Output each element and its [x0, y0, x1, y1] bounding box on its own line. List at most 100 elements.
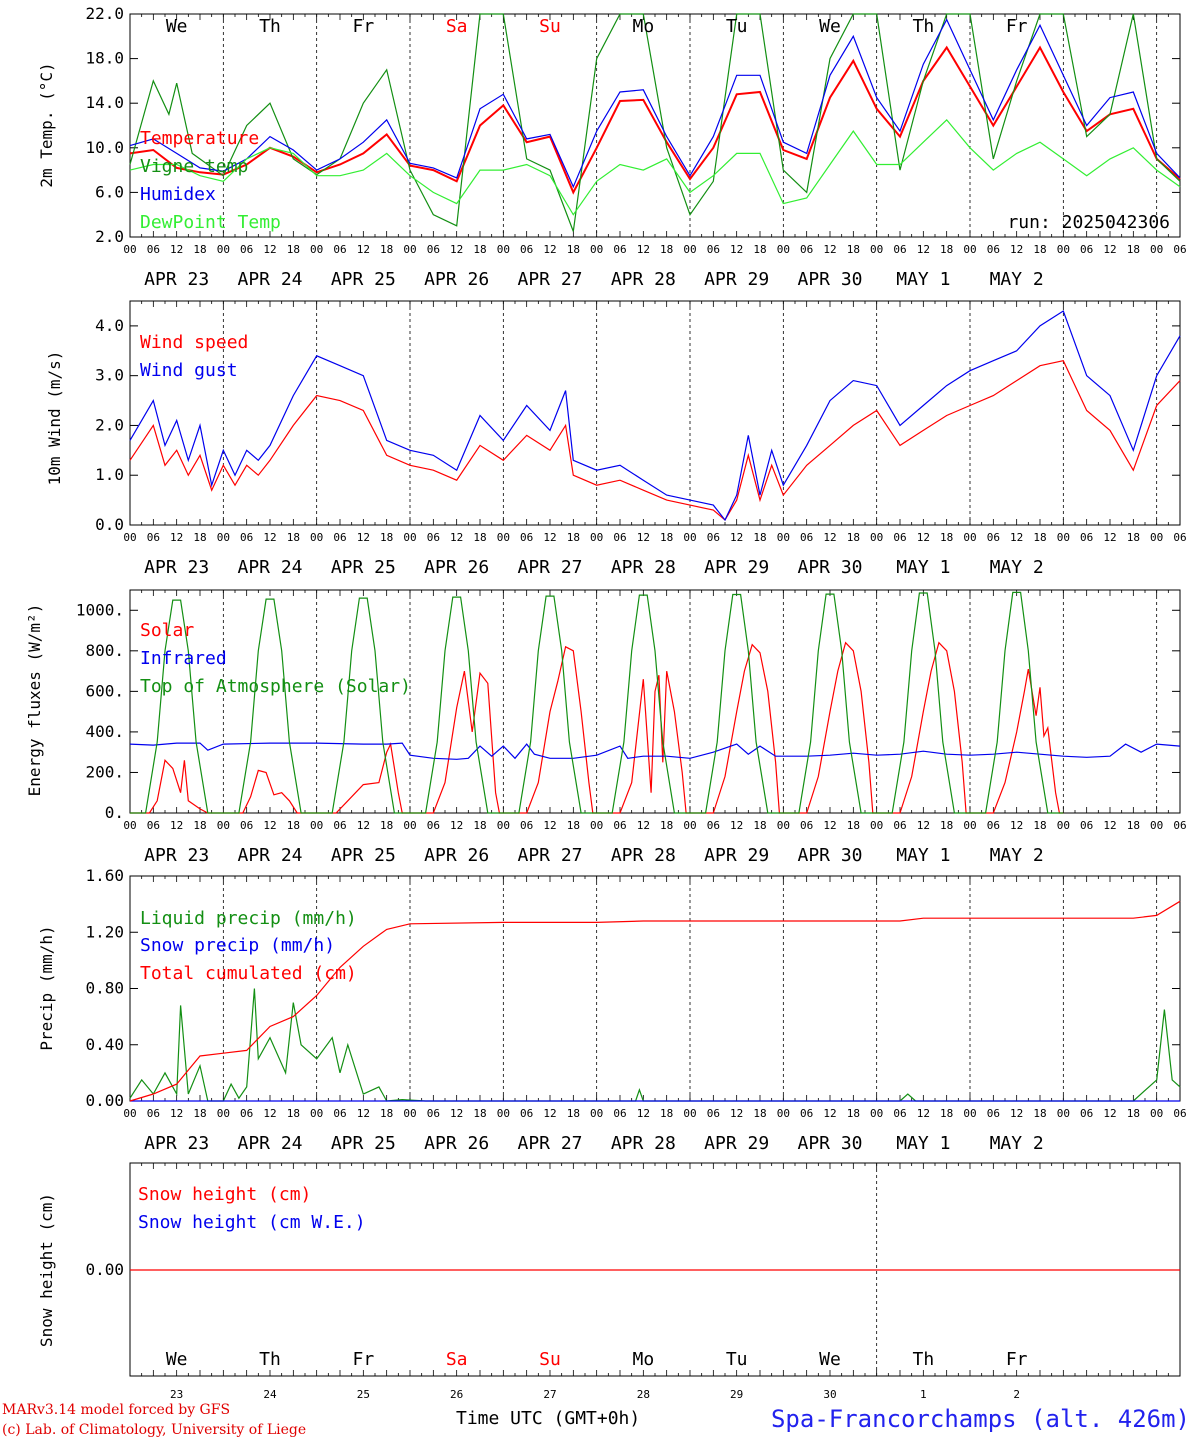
hour-tick-label: 12: [263, 1107, 276, 1120]
hour-tick-label: 00: [870, 531, 883, 544]
hour-tick-label: 06: [427, 1107, 440, 1120]
hour-tick-label: 12: [637, 531, 650, 544]
hour-tick-label: 12: [730, 819, 743, 832]
weekday-label: Su: [539, 16, 561, 37]
hour-tick-label: 18: [940, 243, 953, 256]
date-label: APR 25: [331, 269, 396, 290]
date-label: MAY 1: [896, 845, 950, 866]
hour-tick-label: 18: [193, 531, 206, 544]
footer-lab-line: (c) Lab. of Climatology, University of L…: [2, 1422, 306, 1438]
hour-tick-label: 18: [380, 243, 393, 256]
hour-tick-label: 06: [1080, 243, 1093, 256]
legend-toa-solar: Top of Atmosphere (Solar): [140, 676, 411, 697]
snow-weekday-label: Mo: [632, 1349, 654, 1370]
date-label: APR 23: [144, 1133, 209, 1154]
date-label: APR 26: [424, 1133, 489, 1154]
hour-tick-label: 00: [497, 531, 510, 544]
hour-tick-label: 00: [310, 531, 323, 544]
station-name: Spa-Francorchamps (alt. 426m): [771, 1405, 1190, 1433]
hour-tick-label: 06: [147, 243, 160, 256]
hour-tick-label: 06: [520, 1107, 533, 1120]
hour-tick-label: 12: [730, 1107, 743, 1120]
hour-tick-label: 06: [240, 819, 253, 832]
footer-time-label: Time UTC (GMT+0h): [456, 1408, 640, 1429]
hour-tick-label: 12: [450, 1107, 463, 1120]
hour-tick-label: 00: [683, 243, 696, 256]
y-tick-label: 1.60: [85, 866, 124, 885]
series-line: [129, 742, 1181, 760]
hour-tick-label: 18: [473, 243, 486, 256]
hour-tick-label: 18: [1033, 243, 1046, 256]
hour-tick-label: 12: [543, 243, 556, 256]
hour-tick-label: 12: [917, 1107, 930, 1120]
y-tick-label: 22.0: [85, 4, 124, 23]
hour-tick-label: 18: [660, 243, 673, 256]
date-label: APR 25: [331, 557, 396, 578]
date-label: APR 29: [704, 269, 769, 290]
hour-tick-label: 18: [287, 243, 300, 256]
hour-tick-label: 06: [1173, 1107, 1186, 1120]
y-tick-label: 2.0: [95, 415, 124, 434]
hour-tick-label: 00: [590, 1107, 603, 1120]
weekday-label: Tu: [726, 16, 748, 37]
hour-tick-label: 00: [1057, 1107, 1070, 1120]
hour-tick-label: 06: [707, 531, 720, 544]
legend-liquid-precip: Liquid precip (mm/h): [140, 908, 357, 929]
hour-tick-label: 12: [170, 819, 183, 832]
hour-tick-label: 06: [800, 243, 813, 256]
hour-tick-label: 06: [427, 243, 440, 256]
hour-tick-label: 06: [240, 531, 253, 544]
date-label: APR 24: [237, 269, 302, 290]
hour-tick-label: 18: [940, 819, 953, 832]
temperature-panel: 00 06 12 18 00 06 12 18 00 06 12 18 00 06 12 18 00 06 12 18…: [85, 4, 1186, 290]
day-number-label: 24: [263, 1388, 277, 1401]
hour-tick-label: 06: [893, 1107, 906, 1120]
series-line: [129, 988, 1181, 1102]
snow-weekday-label: Th: [912, 1349, 934, 1370]
hour-tick-label: 00: [1057, 531, 1070, 544]
hour-tick-label: 06: [147, 1107, 160, 1120]
hour-tick-label: 06: [893, 531, 906, 544]
weekday-label: Th: [912, 16, 934, 37]
date-label: APR 27: [517, 845, 582, 866]
snow-weekday-label: Sa: [446, 1349, 468, 1370]
hour-tick-label: 18: [940, 531, 953, 544]
y-tick-label: 0.: [105, 803, 124, 822]
hour-tick-label: 00: [1150, 819, 1163, 832]
hour-tick-label: 06: [613, 819, 626, 832]
hour-tick-label: 18: [753, 531, 766, 544]
hour-tick-label: 00: [310, 1107, 323, 1120]
hour-tick-label: 06: [520, 819, 533, 832]
date-label: APR 29: [704, 557, 769, 578]
hour-tick-label: 06: [240, 243, 253, 256]
y-tick-label: 6.0: [95, 182, 124, 201]
hour-tick-label: 12: [450, 819, 463, 832]
hour-tick-label: 06: [613, 531, 626, 544]
hour-tick-label: 12: [1103, 819, 1116, 832]
hour-tick-label: 06: [1173, 243, 1186, 256]
hour-tick-label: 18: [567, 531, 580, 544]
hour-tick-label: 12: [450, 531, 463, 544]
hour-tick-label: 18: [847, 819, 860, 832]
legend-solar: Solar: [140, 620, 194, 641]
snow-weekday-label: Tu: [726, 1349, 748, 1370]
hour-tick-label: 12: [637, 819, 650, 832]
hour-tick-label: 06: [987, 531, 1000, 544]
weekday-label: We: [166, 16, 188, 37]
date-label: APR 27: [517, 269, 582, 290]
hour-tick-label: 06: [333, 531, 346, 544]
hour-tick-label: 06: [520, 531, 533, 544]
date-label: APR 25: [331, 845, 396, 866]
hour-tick-label: 12: [730, 531, 743, 544]
hour-tick-label: 18: [753, 1107, 766, 1120]
hour-tick-label: 00: [310, 819, 323, 832]
hour-tick-label: 00: [590, 243, 603, 256]
hour-tick-label: 00: [217, 531, 230, 544]
day-number-label: 23: [170, 1388, 183, 1401]
y-tick-label: 3.0: [95, 366, 124, 385]
hour-tick-label: 18: [847, 1107, 860, 1120]
legend-vigne-temp: Vigne temp: [140, 156, 248, 177]
hour-tick-label: 00: [123, 243, 136, 256]
date-label: MAY 2: [990, 845, 1044, 866]
hour-tick-label: 00: [963, 819, 976, 832]
